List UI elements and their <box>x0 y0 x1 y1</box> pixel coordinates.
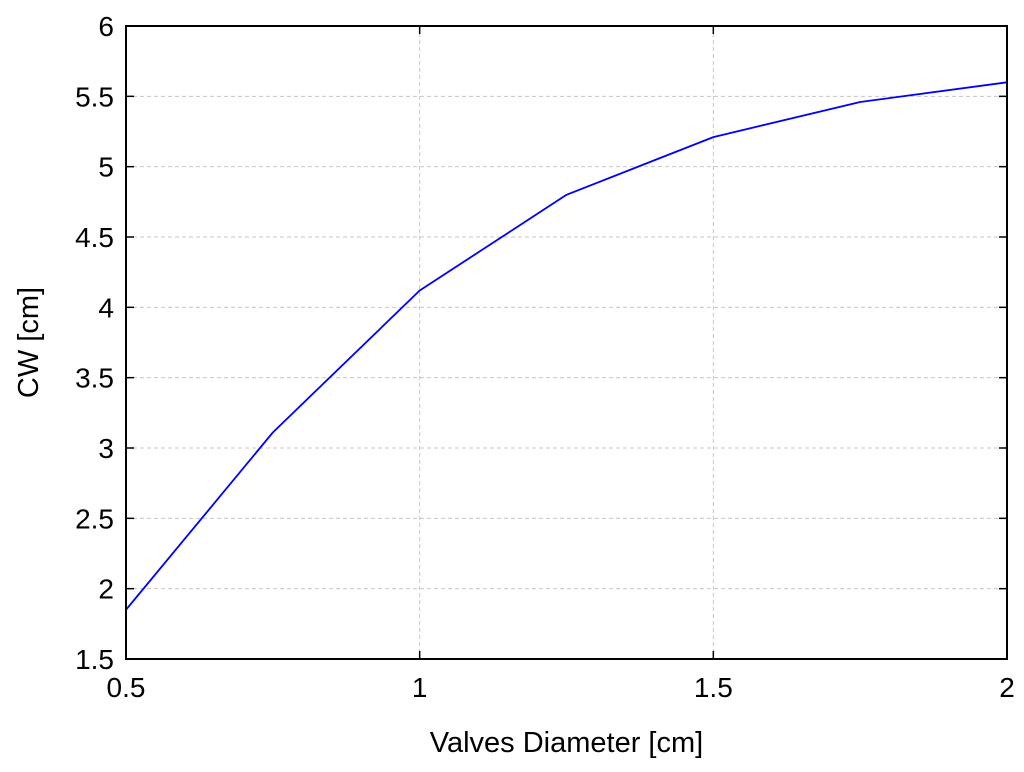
y-tick-label: 1.5 <box>75 644 114 675</box>
y-tick-label: 4 <box>98 292 114 323</box>
axis-ticks <box>125 25 1008 660</box>
y-tick-label: 6 <box>98 11 114 42</box>
y-tick-label: 3 <box>98 433 114 464</box>
y-tick-label: 2.5 <box>75 503 114 534</box>
series-layer <box>125 81 1008 611</box>
x-tick-label: 1.5 <box>694 672 733 703</box>
y-tick-label: 5 <box>98 152 114 183</box>
y-axis-label: CW [cm] <box>13 287 45 398</box>
grid-lines <box>126 26 1007 659</box>
y-tick-labels: 1.5 2 2.5 3 3.5 4 4.5 5 5.5 6 <box>75 11 114 675</box>
y-tick-label: 3.5 <box>75 363 114 394</box>
x-axis-label: Valves Diameter [cm] <box>430 727 703 759</box>
x-tick-label: 0.5 <box>107 672 146 703</box>
x-tick-label: 1 <box>412 672 428 703</box>
series-line <box>125 81 1008 611</box>
x-tick-label: 2 <box>999 672 1015 703</box>
y-tick-label: 5.5 <box>75 81 114 112</box>
plot-frame <box>125 25 1008 660</box>
y-tick-label: 4.5 <box>75 222 114 253</box>
x-tick-labels: 0.5 1 1.5 2 <box>107 672 1015 703</box>
y-tick-label: 2 <box>98 574 114 605</box>
